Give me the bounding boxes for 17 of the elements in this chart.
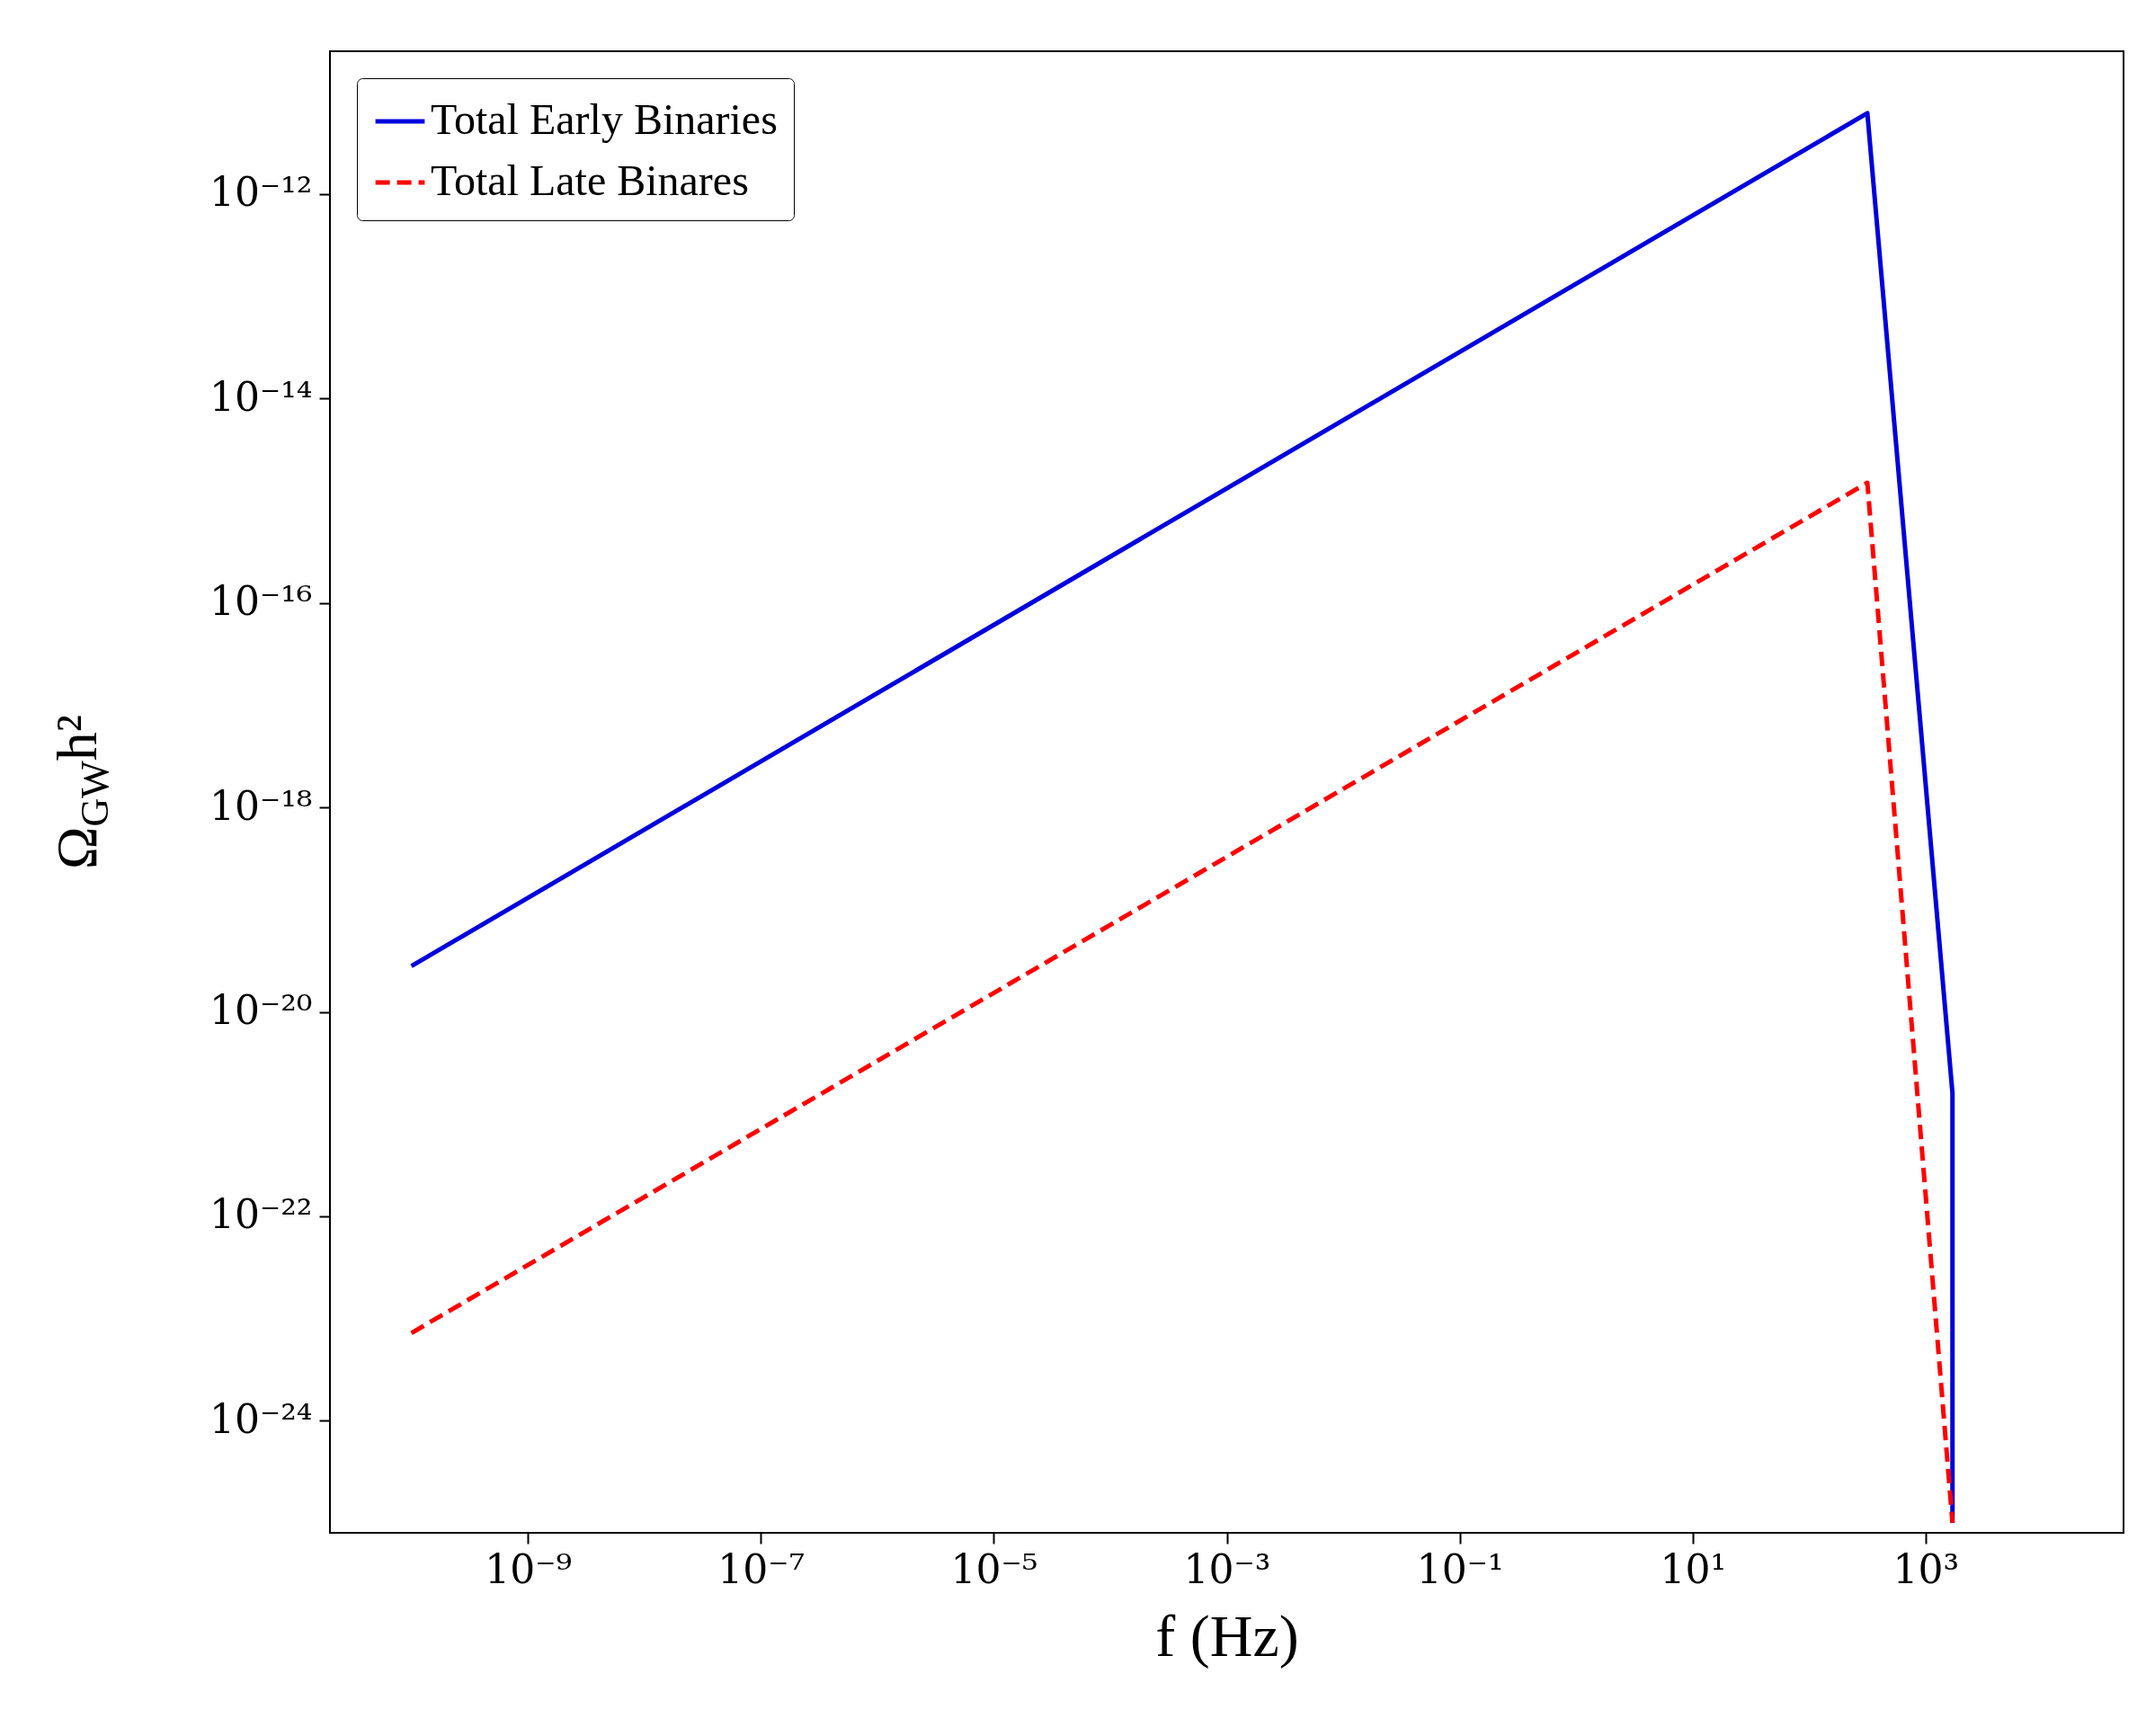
x-tick-label: 10⁻¹ <box>1416 1545 1504 1592</box>
x-tick-label: 10⁻⁵ <box>950 1545 1038 1592</box>
y-tick-label: 10⁻²² <box>209 1191 313 1238</box>
y-tick-label: 10⁻¹⁶ <box>209 578 313 625</box>
legend-label: Total Early Binaries <box>431 95 778 143</box>
x-tick-label: 10⁻³ <box>1183 1545 1271 1592</box>
y-tick-label: 10⁻¹² <box>209 169 313 216</box>
y-tick-label: 10⁻¹⁸ <box>209 782 313 829</box>
x-tick-label: 10⁻⁹ <box>485 1545 573 1592</box>
x-axis-title: f (Hz) <box>1155 1602 1299 1669</box>
legend-label: Total Late Binares <box>431 156 749 204</box>
y-tick-label: 10⁻¹⁴ <box>209 373 313 420</box>
x-tick-label: 10⁻⁷ <box>717 1545 806 1592</box>
x-tick-label: 10¹ <box>1660 1545 1727 1592</box>
x-tick-label: 10³ <box>1892 1545 1960 1592</box>
y-tick-label: 10⁻²⁰ <box>209 987 313 1033</box>
y-tick-label: 10⁻²⁴ <box>209 1395 313 1442</box>
